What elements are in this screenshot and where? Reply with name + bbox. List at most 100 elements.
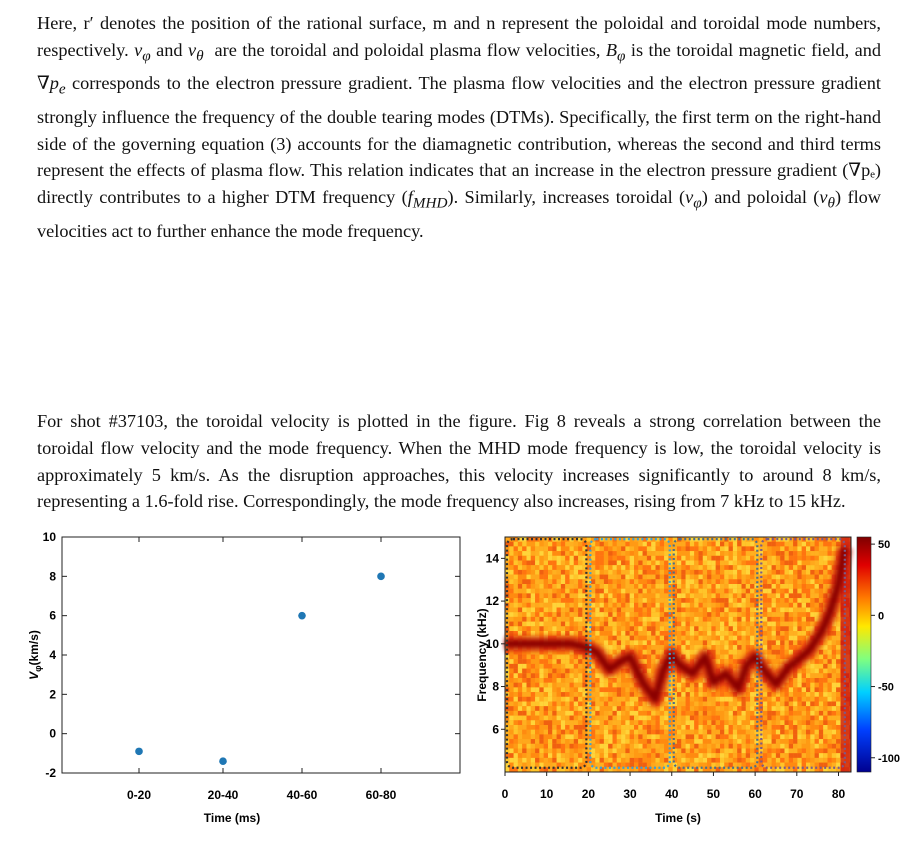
spectrogram-cell [732,560,738,566]
spectrogram-cell [732,649,738,655]
spectrogram-cell [586,757,591,763]
spectrogram-cell [823,574,828,580]
spectrogram-cell [823,725,828,730]
spectrogram-cell [831,706,837,711]
spectrogram-cell [668,640,673,646]
spectrogram-cell [548,612,553,617]
spectrogram-cell [801,560,806,566]
spectrogram-cell [522,734,527,740]
spectrogram-cell [634,612,639,617]
spectrogram-cell [793,546,798,552]
spectrogram-cell [634,701,639,707]
spectrogram-cell [750,631,755,636]
spectrogram-cell [535,569,540,575]
spectrogram-cell [672,631,677,636]
spectrogram-cell [642,560,647,566]
spectrogram-cell [509,673,514,678]
spectrogram-cell [522,729,527,735]
spectrogram-cell [629,734,634,740]
spectrogram-cell [535,654,540,660]
spectrogram-cell [578,748,583,754]
spectrogram-cell [578,659,583,664]
spectrogram-cell [763,701,768,707]
spectrogram-cell [793,743,798,749]
spectrogram-cell [728,635,733,641]
spectrogram-cell [806,560,811,566]
spectrogram-cell [728,612,733,617]
spectrogram-cell [672,555,677,561]
spectrogram-cell [621,560,626,566]
spectrogram-cell [543,598,548,603]
spectrogram-cell [694,701,699,707]
spectrogram-cell [646,734,652,740]
spectrogram-cell [677,696,682,702]
spectrogram-cell [745,569,751,575]
spectrogram-cell [608,569,613,575]
spectrogram-cell [509,701,514,707]
spectrogram-cell [677,612,682,617]
spectrogram-cell [599,546,604,552]
spectrogram-cell [608,598,613,603]
spectrogram-cell [509,668,514,674]
spectrogram-cell [689,710,695,716]
spectrogram-cell [664,710,669,716]
spectrogram-cell [513,607,518,613]
spectrogram-cell [685,692,690,697]
spectrogram-cell [625,762,630,768]
spectrogram-cell [780,767,785,772]
spectrogram-cell [831,654,837,660]
spectrogram-cell [698,616,703,622]
spectrogram-cell [737,607,742,613]
spectrogram-cell [724,715,729,721]
spectrogram-cell [763,560,768,566]
spectrogram-cell [530,649,536,655]
spectrogram-cell [522,743,527,749]
spectrogram-cell [539,607,544,613]
spectrogram-cell [715,551,720,556]
spectrogram-cell [608,645,613,650]
spectrogram-cell [664,762,669,768]
spectrogram-cell [513,762,518,768]
spectrogram-cell [702,720,708,725]
spectrogram-cell [780,579,785,584]
spectrogram-cell [831,635,837,641]
spectrogram-cell [818,659,824,664]
spectrogram-cell [711,692,716,697]
spectrogram-cell [728,725,733,730]
spectrogram-cell [711,635,716,641]
spectrogram-cell [737,762,742,768]
spectrogram-cell [793,579,798,584]
spectrogram-cell [767,584,772,589]
spectrogram-cell [758,734,763,740]
spectrogram-cell [784,621,789,627]
spectrogram-cell [793,696,798,702]
spectrogram-cell [548,621,553,627]
spectrogram-cell [728,715,733,721]
spectrogram-cell [535,616,540,622]
spectrogram-cell [530,668,536,674]
spectrogram-cell [715,621,720,627]
spectrogram-cell [732,565,738,570]
spectrogram-cell [763,574,768,580]
spectrogram-cell [771,546,776,552]
spectrogram-cell [741,748,746,754]
spectrogram-cell [664,645,669,650]
spectrogram-cell [689,649,695,655]
spectrogram-cell [685,725,690,730]
spectrogram-cell [754,631,759,636]
spectrogram-cell [517,602,523,608]
spectrogram-cell [573,574,579,580]
spectrogram-cell [595,692,600,697]
spectrogram-cell [526,659,531,664]
spectrogram-cell [689,725,695,730]
spectrogram-cell [552,565,557,570]
spectrogram-cell [621,696,626,702]
spectrogram-cell [530,673,536,678]
spectrogram-cell [634,739,639,744]
spectrogram-cell [702,734,708,740]
spectrogram-cell [707,743,712,749]
spectrogram-cell [608,551,613,556]
spectrogram-cell [569,560,574,566]
time-window-box [760,538,846,769]
spectrogram-cell [591,612,596,617]
